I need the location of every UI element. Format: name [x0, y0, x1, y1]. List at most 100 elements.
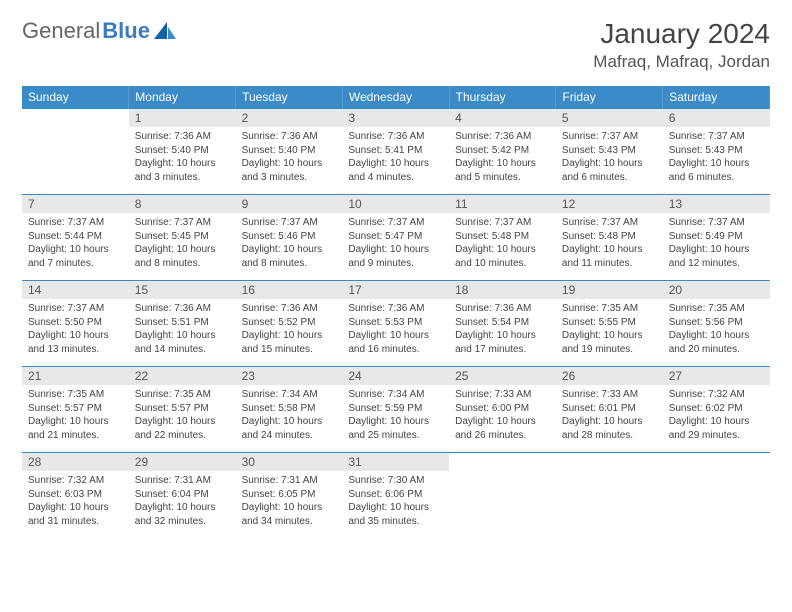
calendar-cell: 7Sunrise: 7:37 AMSunset: 5:44 PMDaylight…	[22, 195, 129, 281]
day-header-row: SundayMondayTuesdayWednesdayThursdayFrid…	[22, 86, 770, 109]
day-details: Sunrise: 7:37 AMSunset: 5:43 PMDaylight:…	[663, 127, 770, 188]
day-details: Sunrise: 7:36 AMSunset: 5:40 PMDaylight:…	[236, 127, 343, 188]
day-number: 1	[129, 109, 236, 127]
day-details: Sunrise: 7:36 AMSunset: 5:51 PMDaylight:…	[129, 299, 236, 360]
calendar-cell: 12Sunrise: 7:37 AMSunset: 5:48 PMDayligh…	[556, 195, 663, 281]
calendar-cell: 18Sunrise: 7:36 AMSunset: 5:54 PMDayligh…	[449, 281, 556, 367]
day-number: 24	[342, 367, 449, 385]
day-details: Sunrise: 7:31 AMSunset: 6:04 PMDaylight:…	[129, 471, 236, 532]
day-header: Wednesday	[342, 86, 449, 109]
calendar-cell: 14Sunrise: 7:37 AMSunset: 5:50 PMDayligh…	[22, 281, 129, 367]
calendar-cell: 19Sunrise: 7:35 AMSunset: 5:55 PMDayligh…	[556, 281, 663, 367]
day-number: 8	[129, 195, 236, 213]
day-number: 11	[449, 195, 556, 213]
calendar-cell: 27Sunrise: 7:32 AMSunset: 6:02 PMDayligh…	[663, 367, 770, 453]
day-number: 10	[342, 195, 449, 213]
day-details: Sunrise: 7:35 AMSunset: 5:57 PMDaylight:…	[129, 385, 236, 446]
day-header: Thursday	[449, 86, 556, 109]
calendar-cell: 30Sunrise: 7:31 AMSunset: 6:05 PMDayligh…	[236, 453, 343, 539]
day-details: Sunrise: 7:32 AMSunset: 6:03 PMDaylight:…	[22, 471, 129, 532]
calendar-cell: 5Sunrise: 7:37 AMSunset: 5:43 PMDaylight…	[556, 109, 663, 195]
calendar-cell: 25Sunrise: 7:33 AMSunset: 6:00 PMDayligh…	[449, 367, 556, 453]
day-details: Sunrise: 7:34 AMSunset: 5:59 PMDaylight:…	[342, 385, 449, 446]
day-number: 18	[449, 281, 556, 299]
day-header: Friday	[556, 86, 663, 109]
day-details: Sunrise: 7:36 AMSunset: 5:52 PMDaylight:…	[236, 299, 343, 360]
day-number: 5	[556, 109, 663, 127]
day-number: 2	[236, 109, 343, 127]
day-number: 22	[129, 367, 236, 385]
day-number: 17	[342, 281, 449, 299]
calendar-week: 1Sunrise: 7:36 AMSunset: 5:40 PMDaylight…	[22, 109, 770, 195]
day-number: 26	[556, 367, 663, 385]
day-header: Tuesday	[236, 86, 343, 109]
day-details: Sunrise: 7:35 AMSunset: 5:56 PMDaylight:…	[663, 299, 770, 360]
day-header: Monday	[129, 86, 236, 109]
day-details: Sunrise: 7:37 AMSunset: 5:43 PMDaylight:…	[556, 127, 663, 188]
calendar-cell: 16Sunrise: 7:36 AMSunset: 5:52 PMDayligh…	[236, 281, 343, 367]
day-details: Sunrise: 7:37 AMSunset: 5:44 PMDaylight:…	[22, 213, 129, 274]
calendar-cell: 8Sunrise: 7:37 AMSunset: 5:45 PMDaylight…	[129, 195, 236, 281]
day-number: 13	[663, 195, 770, 213]
month-title: January 2024	[593, 18, 770, 50]
day-number: 20	[663, 281, 770, 299]
day-number: 28	[22, 453, 129, 471]
calendar-cell	[663, 453, 770, 539]
day-details: Sunrise: 7:32 AMSunset: 6:02 PMDaylight:…	[663, 385, 770, 446]
day-number: 6	[663, 109, 770, 127]
calendar-cell: 10Sunrise: 7:37 AMSunset: 5:47 PMDayligh…	[342, 195, 449, 281]
calendar-cell: 4Sunrise: 7:36 AMSunset: 5:42 PMDaylight…	[449, 109, 556, 195]
day-details: Sunrise: 7:37 AMSunset: 5:47 PMDaylight:…	[342, 213, 449, 274]
calendar-cell: 13Sunrise: 7:37 AMSunset: 5:49 PMDayligh…	[663, 195, 770, 281]
day-number: 27	[663, 367, 770, 385]
calendar-cell: 17Sunrise: 7:36 AMSunset: 5:53 PMDayligh…	[342, 281, 449, 367]
calendar-week: 14Sunrise: 7:37 AMSunset: 5:50 PMDayligh…	[22, 281, 770, 367]
day-details: Sunrise: 7:30 AMSunset: 6:06 PMDaylight:…	[342, 471, 449, 532]
day-details: Sunrise: 7:36 AMSunset: 5:54 PMDaylight:…	[449, 299, 556, 360]
day-details: Sunrise: 7:33 AMSunset: 6:00 PMDaylight:…	[449, 385, 556, 446]
calendar-cell: 9Sunrise: 7:37 AMSunset: 5:46 PMDaylight…	[236, 195, 343, 281]
day-details: Sunrise: 7:35 AMSunset: 5:55 PMDaylight:…	[556, 299, 663, 360]
calendar-cell: 26Sunrise: 7:33 AMSunset: 6:01 PMDayligh…	[556, 367, 663, 453]
day-number: 31	[342, 453, 449, 471]
day-details: Sunrise: 7:37 AMSunset: 5:50 PMDaylight:…	[22, 299, 129, 360]
header: GeneralBlue January 2024 Mafraq, Mafraq,…	[22, 18, 770, 72]
day-number: 3	[342, 109, 449, 127]
calendar-week: 28Sunrise: 7:32 AMSunset: 6:03 PMDayligh…	[22, 453, 770, 539]
day-details: Sunrise: 7:33 AMSunset: 6:01 PMDaylight:…	[556, 385, 663, 446]
day-details: Sunrise: 7:37 AMSunset: 5:46 PMDaylight:…	[236, 213, 343, 274]
logo-sail-icon	[154, 22, 176, 40]
day-number: 14	[22, 281, 129, 299]
day-number: 16	[236, 281, 343, 299]
calendar-week: 21Sunrise: 7:35 AMSunset: 5:57 PMDayligh…	[22, 367, 770, 453]
day-header: Sunday	[22, 86, 129, 109]
calendar-cell: 20Sunrise: 7:35 AMSunset: 5:56 PMDayligh…	[663, 281, 770, 367]
calendar-cell: 24Sunrise: 7:34 AMSunset: 5:59 PMDayligh…	[342, 367, 449, 453]
calendar-cell	[449, 453, 556, 539]
calendar-cell: 3Sunrise: 7:36 AMSunset: 5:41 PMDaylight…	[342, 109, 449, 195]
calendar-cell: 28Sunrise: 7:32 AMSunset: 6:03 PMDayligh…	[22, 453, 129, 539]
calendar-cell: 29Sunrise: 7:31 AMSunset: 6:04 PMDayligh…	[129, 453, 236, 539]
calendar-cell: 21Sunrise: 7:35 AMSunset: 5:57 PMDayligh…	[22, 367, 129, 453]
day-number: 12	[556, 195, 663, 213]
day-number: 15	[129, 281, 236, 299]
calendar-cell: 1Sunrise: 7:36 AMSunset: 5:40 PMDaylight…	[129, 109, 236, 195]
calendar-cell: 31Sunrise: 7:30 AMSunset: 6:06 PMDayligh…	[342, 453, 449, 539]
day-details: Sunrise: 7:34 AMSunset: 5:58 PMDaylight:…	[236, 385, 343, 446]
calendar-cell	[556, 453, 663, 539]
day-number: 29	[129, 453, 236, 471]
day-number: 23	[236, 367, 343, 385]
day-details: Sunrise: 7:36 AMSunset: 5:41 PMDaylight:…	[342, 127, 449, 188]
calendar-table: SundayMondayTuesdayWednesdayThursdayFrid…	[22, 86, 770, 539]
logo: GeneralBlue	[22, 18, 176, 44]
calendar-cell: 2Sunrise: 7:36 AMSunset: 5:40 PMDaylight…	[236, 109, 343, 195]
day-number: 7	[22, 195, 129, 213]
day-details: Sunrise: 7:37 AMSunset: 5:49 PMDaylight:…	[663, 213, 770, 274]
calendar-cell: 6Sunrise: 7:37 AMSunset: 5:43 PMDaylight…	[663, 109, 770, 195]
day-details: Sunrise: 7:36 AMSunset: 5:40 PMDaylight:…	[129, 127, 236, 188]
day-details: Sunrise: 7:36 AMSunset: 5:53 PMDaylight:…	[342, 299, 449, 360]
day-number: 21	[22, 367, 129, 385]
title-block: January 2024 Mafraq, Mafraq, Jordan	[593, 18, 770, 72]
day-number: 4	[449, 109, 556, 127]
day-details: Sunrise: 7:37 AMSunset: 5:45 PMDaylight:…	[129, 213, 236, 274]
